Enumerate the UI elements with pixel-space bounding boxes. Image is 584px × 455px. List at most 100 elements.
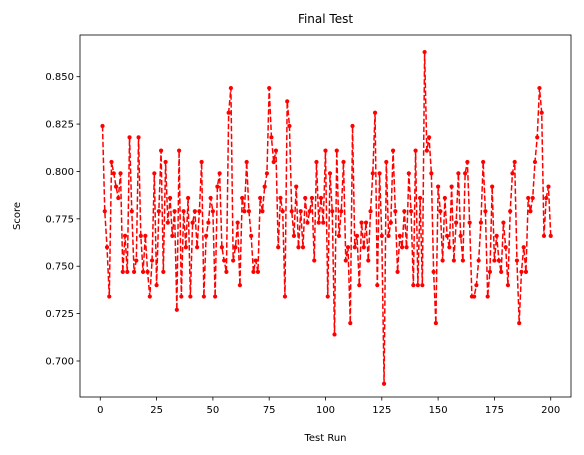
data-point: [231, 258, 236, 263]
data-point: [532, 159, 538, 165]
data-point: [548, 233, 553, 238]
data-point: [343, 258, 348, 263]
data-point: [120, 269, 125, 275]
data-point: [195, 245, 200, 250]
data-point: [192, 209, 197, 214]
data-point: [255, 269, 261, 275]
data-point: [528, 209, 533, 214]
data-point: [487, 269, 493, 275]
data-point: [345, 245, 351, 250]
x-tick-label: 125: [372, 405, 391, 416]
data-point: [411, 283, 416, 288]
data-point: [406, 171, 411, 176]
data-point: [287, 123, 292, 129]
data-point: [156, 209, 161, 214]
data-point: [436, 184, 441, 189]
data-point: [174, 307, 179, 312]
data-point: [523, 269, 529, 275]
data-point: [508, 209, 513, 214]
data-point: [296, 245, 301, 250]
data-point: [140, 269, 146, 275]
data-point: [399, 245, 405, 250]
data-point: [269, 135, 274, 140]
data-point: [332, 332, 337, 337]
x-tick-label: 175: [485, 405, 504, 416]
data-point: [490, 184, 495, 189]
data-point: [237, 283, 243, 288]
data-point: [514, 258, 520, 263]
data-point: [431, 269, 436, 275]
data-point: [294, 184, 299, 189]
data-point: [219, 245, 224, 250]
data-point: [291, 233, 297, 238]
x-tick-label: 25: [150, 405, 163, 416]
data-point: [521, 245, 526, 250]
data-point: [397, 233, 402, 238]
y-axis: 0.700 0.725 0.750 0.775 0.800 0.825 0.850: [45, 72, 80, 367]
y-tick-label: 0.750: [45, 262, 74, 273]
data-point: [440, 258, 445, 263]
data-point: [478, 220, 484, 225]
data-point: [276, 245, 281, 250]
x-tick-label: 50: [207, 405, 220, 416]
data-point: [474, 283, 479, 288]
data-point: [388, 220, 393, 225]
data-point: [233, 245, 238, 250]
data-point: [307, 209, 312, 214]
data-point: [181, 209, 186, 214]
data-point: [167, 195, 173, 201]
data-point: [147, 294, 152, 299]
data-point: [111, 171, 116, 176]
y-tick-label: 0.800: [45, 167, 74, 178]
data-point: [161, 269, 166, 275]
data-point: [172, 209, 177, 214]
data-point: [386, 233, 391, 238]
data-point: [472, 294, 477, 299]
data-point: [253, 258, 258, 263]
data-point: [449, 184, 454, 189]
data-point: [458, 233, 463, 238]
data-point: [325, 294, 330, 299]
data-point: [393, 209, 398, 214]
data-point: [179, 294, 184, 299]
data-point: [539, 110, 544, 115]
data-point: [138, 233, 143, 238]
data-point: [544, 195, 549, 201]
data-point: [510, 171, 515, 176]
data-point: [303, 195, 308, 201]
x-tick-label: 75: [263, 405, 276, 416]
data-point: [503, 245, 508, 250]
data-point: [496, 258, 502, 263]
data-point: [186, 195, 191, 201]
data-point: [537, 85, 542, 91]
data-point: [422, 49, 427, 55]
data-point: [485, 294, 490, 299]
x-tick-label: 200: [541, 405, 560, 416]
data-point: [127, 135, 132, 140]
data-point: [318, 195, 324, 201]
data-point: [131, 269, 137, 275]
data-point: [460, 258, 465, 263]
data-point: [442, 195, 447, 201]
x-axis: 0 25 50 75 100 125 150 175 200: [97, 397, 560, 416]
data-point: [404, 245, 409, 250]
data-point: [368, 209, 373, 214]
data-point: [535, 135, 540, 140]
y-axis-label: Score: [12, 202, 23, 230]
data-point: [379, 233, 384, 238]
data-point: [170, 233, 175, 238]
data-point: [427, 135, 432, 140]
data-point: [454, 220, 459, 225]
data-point: [264, 171, 270, 176]
data-point: [357, 283, 362, 288]
data-point: [526, 195, 531, 201]
data-point: [494, 233, 499, 238]
data-point: [100, 123, 105, 129]
data-point: [109, 159, 114, 165]
data-point: [546, 184, 551, 189]
data-point: [492, 258, 497, 263]
data-point: [213, 294, 218, 299]
data-point: [249, 233, 254, 238]
data-point: [206, 220, 211, 225]
